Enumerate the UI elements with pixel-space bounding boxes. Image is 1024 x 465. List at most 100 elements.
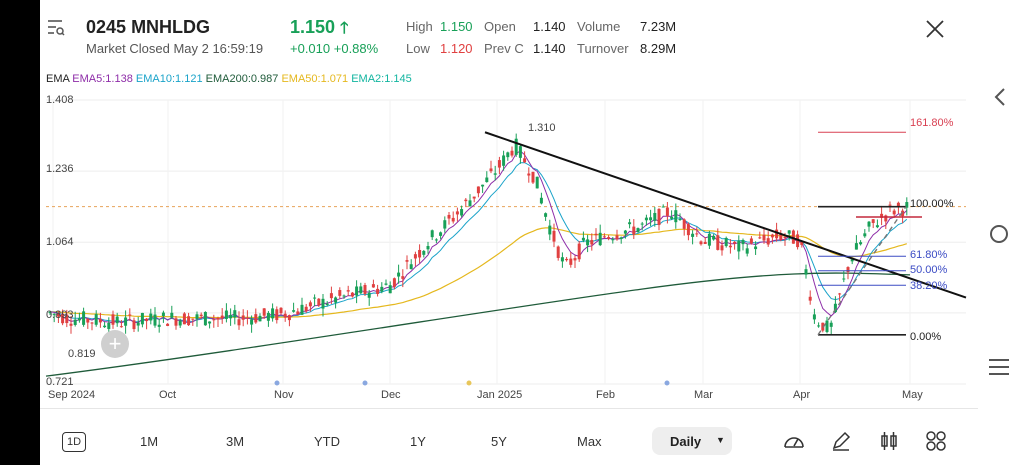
- candle-body: [61, 313, 65, 324]
- candle-body: [867, 221, 871, 227]
- candle-body: [468, 200, 472, 207]
- candle-body: [724, 237, 728, 247]
- candle-body: [321, 298, 325, 309]
- y-tick: 1.064: [46, 236, 74, 248]
- candle-body: [691, 233, 695, 237]
- candle-body: [69, 323, 73, 326]
- candle-body: [489, 168, 493, 172]
- candle-body: [787, 230, 791, 234]
- candle-body: [422, 250, 426, 255]
- plus-icon[interactable]: +: [101, 330, 129, 358]
- candle-body: [371, 284, 375, 288]
- candle-body: [901, 210, 905, 217]
- candle-body: [439, 232, 443, 236]
- candle-body: [434, 239, 438, 241]
- candle-body: [342, 295, 346, 297]
- x-tick: Feb: [596, 389, 615, 401]
- candle-body: [720, 245, 724, 251]
- candle-body: [485, 177, 489, 183]
- candle-body: [405, 260, 409, 262]
- candle-body: [569, 258, 573, 265]
- candle-body: [531, 171, 535, 183]
- candle-body: [594, 233, 598, 236]
- candle-body: [598, 232, 602, 246]
- event-marker: [274, 380, 280, 386]
- candle-body: [119, 326, 123, 328]
- range-5y-button[interactable]: 5Y: [491, 434, 507, 449]
- candle-body: [384, 283, 388, 285]
- candle-body: [716, 235, 720, 250]
- candle-body: [523, 158, 527, 163]
- x-tick: Dec: [381, 389, 401, 401]
- ema-title: EMA: [46, 73, 70, 85]
- candle-body: [455, 211, 459, 215]
- candle-body: [695, 233, 699, 235]
- trendline: [484, 131, 967, 299]
- search-list-icon[interactable]: [46, 18, 66, 38]
- candle-body: [275, 309, 279, 321]
- candle-body: [674, 210, 678, 223]
- candle-body: [208, 321, 212, 324]
- candle-body: [376, 288, 380, 294]
- candle-body: [90, 322, 94, 324]
- fib-label-382: 38.20%: [910, 280, 948, 292]
- candle-body: [573, 258, 577, 261]
- candle-body: [741, 239, 745, 245]
- candle-body: [581, 237, 585, 241]
- range-1d-button[interactable]: 1D: [62, 432, 86, 452]
- ema5-value: EMA5:1.138: [72, 73, 133, 85]
- candle-body: [590, 240, 594, 245]
- candle-body: [451, 217, 455, 222]
- candle-body: [783, 236, 787, 239]
- gauge-icon[interactable]: [782, 430, 806, 452]
- chevron-left-icon[interactable]: [990, 86, 1010, 108]
- ema200-line: [45, 272, 911, 377]
- candle-body: [73, 319, 77, 325]
- stat-volume-value: 7.23M: [640, 19, 677, 34]
- candle-body: [636, 228, 640, 232]
- candles-icon[interactable]: [878, 430, 900, 452]
- candle-body: [842, 278, 846, 280]
- candle-body: [325, 303, 329, 306]
- range-3m-button[interactable]: 3M: [226, 434, 245, 449]
- close-icon[interactable]: [924, 18, 946, 40]
- candle-body: [77, 318, 81, 321]
- candle-body: [229, 314, 233, 319]
- candle-body: [539, 197, 543, 204]
- candle-body: [430, 230, 434, 238]
- interval-select[interactable]: Daily ▼: [652, 427, 732, 455]
- candle-body: [48, 311, 52, 313]
- candle-body: [749, 238, 753, 244]
- candle-body: [770, 234, 774, 238]
- range-max-button[interactable]: Max: [577, 434, 602, 449]
- candle-body: [124, 317, 128, 326]
- candle-body: [565, 258, 569, 261]
- candle-body: [283, 313, 287, 318]
- candle-body: [300, 304, 304, 315]
- ema10-value: EMA10:1.121: [135, 73, 203, 85]
- candle-body: [682, 219, 686, 229]
- fib-label-100: 100.00%: [910, 198, 954, 210]
- circle-icon[interactable]: [987, 222, 1011, 246]
- candle-body: [779, 233, 783, 240]
- range-1y-button[interactable]: 1Y: [410, 434, 426, 449]
- candle-body: [367, 292, 371, 298]
- candle-body: [472, 196, 476, 199]
- range-ytd-button[interactable]: YTD: [314, 434, 340, 449]
- pen-icon[interactable]: [830, 430, 852, 452]
- candle-body: [665, 207, 669, 216]
- candle-body: [846, 267, 850, 272]
- price-chart[interactable]: [40, 88, 978, 408]
- candle-body: [203, 311, 207, 326]
- candle-body: [271, 308, 275, 319]
- candle-body: [649, 217, 653, 221]
- menu-icon[interactable]: [987, 356, 1011, 378]
- candle-body: [418, 249, 422, 258]
- candle-body: [602, 236, 606, 238]
- x-tick: Mar: [694, 389, 713, 401]
- range-1m-button[interactable]: 1M: [140, 434, 159, 449]
- candle-body: [65, 314, 69, 324]
- y-tick: 0.721: [46, 376, 74, 388]
- candle-body: [145, 318, 149, 322]
- grid-icon[interactable]: [925, 430, 947, 452]
